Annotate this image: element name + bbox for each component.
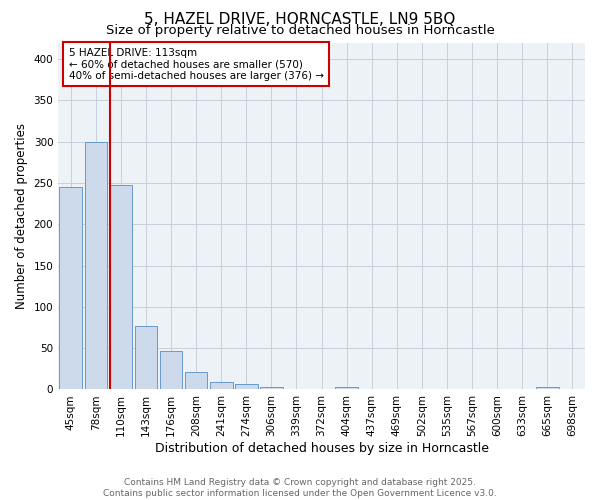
Bar bbox=[335, 387, 358, 390]
Bar bbox=[110, 184, 132, 390]
Text: Contains HM Land Registry data © Crown copyright and database right 2025.
Contai: Contains HM Land Registry data © Crown c… bbox=[103, 478, 497, 498]
Bar bbox=[134, 326, 157, 390]
Text: 5, HAZEL DRIVE, HORNCASTLE, LN9 5BQ: 5, HAZEL DRIVE, HORNCASTLE, LN9 5BQ bbox=[145, 12, 455, 28]
Bar bbox=[260, 387, 283, 390]
Y-axis label: Number of detached properties: Number of detached properties bbox=[15, 123, 28, 309]
X-axis label: Distribution of detached houses by size in Horncastle: Distribution of detached houses by size … bbox=[155, 442, 488, 455]
Bar bbox=[160, 352, 182, 390]
Bar bbox=[235, 384, 257, 390]
Text: 5 HAZEL DRIVE: 113sqm
← 60% of detached houses are smaller (570)
40% of semi-det: 5 HAZEL DRIVE: 113sqm ← 60% of detached … bbox=[69, 48, 324, 81]
Bar bbox=[210, 382, 233, 390]
Bar bbox=[185, 372, 208, 390]
Bar bbox=[536, 387, 559, 390]
Bar bbox=[59, 187, 82, 390]
Text: Size of property relative to detached houses in Horncastle: Size of property relative to detached ho… bbox=[106, 24, 494, 37]
Bar bbox=[85, 142, 107, 390]
